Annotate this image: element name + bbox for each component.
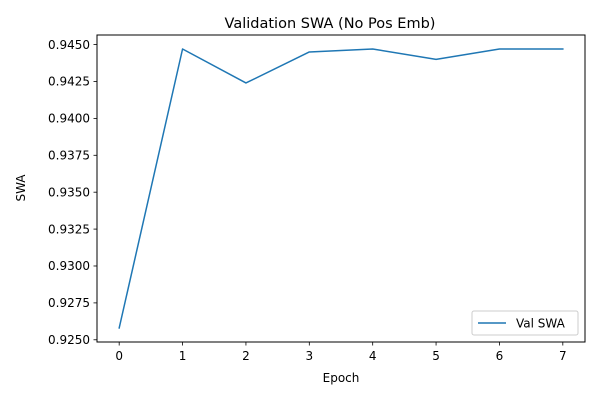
y-tick-label: 0.9250 (48, 333, 90, 347)
x-tick-label: 2 (242, 349, 250, 363)
y-axis-ticks: 0.9250 0.9275 0.9300 0.9325 0.9350 0.9375 0.94… (48, 38, 97, 347)
chart-title: Validation SWA (No Pos Emb) (225, 16, 436, 32)
x-tick-label: 3 (305, 349, 313, 363)
x-tick-label: 5 (432, 349, 440, 363)
y-tick-label: 0.9350 (48, 185, 90, 199)
x-tick-label: 4 (369, 349, 377, 363)
x-tick-label: 7 (559, 349, 567, 363)
x-tick-label: 6 (496, 349, 504, 363)
y-tick-label: 0.9275 (48, 296, 90, 310)
y-tick-label: 0.9450 (48, 38, 90, 52)
y-axis-label: SWA (14, 174, 28, 202)
legend-label: Val SWA (516, 317, 566, 331)
y-tick-label: 0.9425 (48, 75, 90, 89)
x-tick-label: 1 (179, 349, 187, 363)
legend: Val SWA (472, 311, 578, 335)
y-tick-label: 0.9375 (48, 148, 90, 162)
x-axis-label: Epoch (323, 371, 360, 385)
y-tick-label: 0.9400 (48, 112, 90, 126)
y-tick-label: 0.9300 (48, 259, 90, 273)
x-tick-label: 0 (115, 349, 123, 363)
y-tick-label: 0.9325 (48, 222, 90, 236)
